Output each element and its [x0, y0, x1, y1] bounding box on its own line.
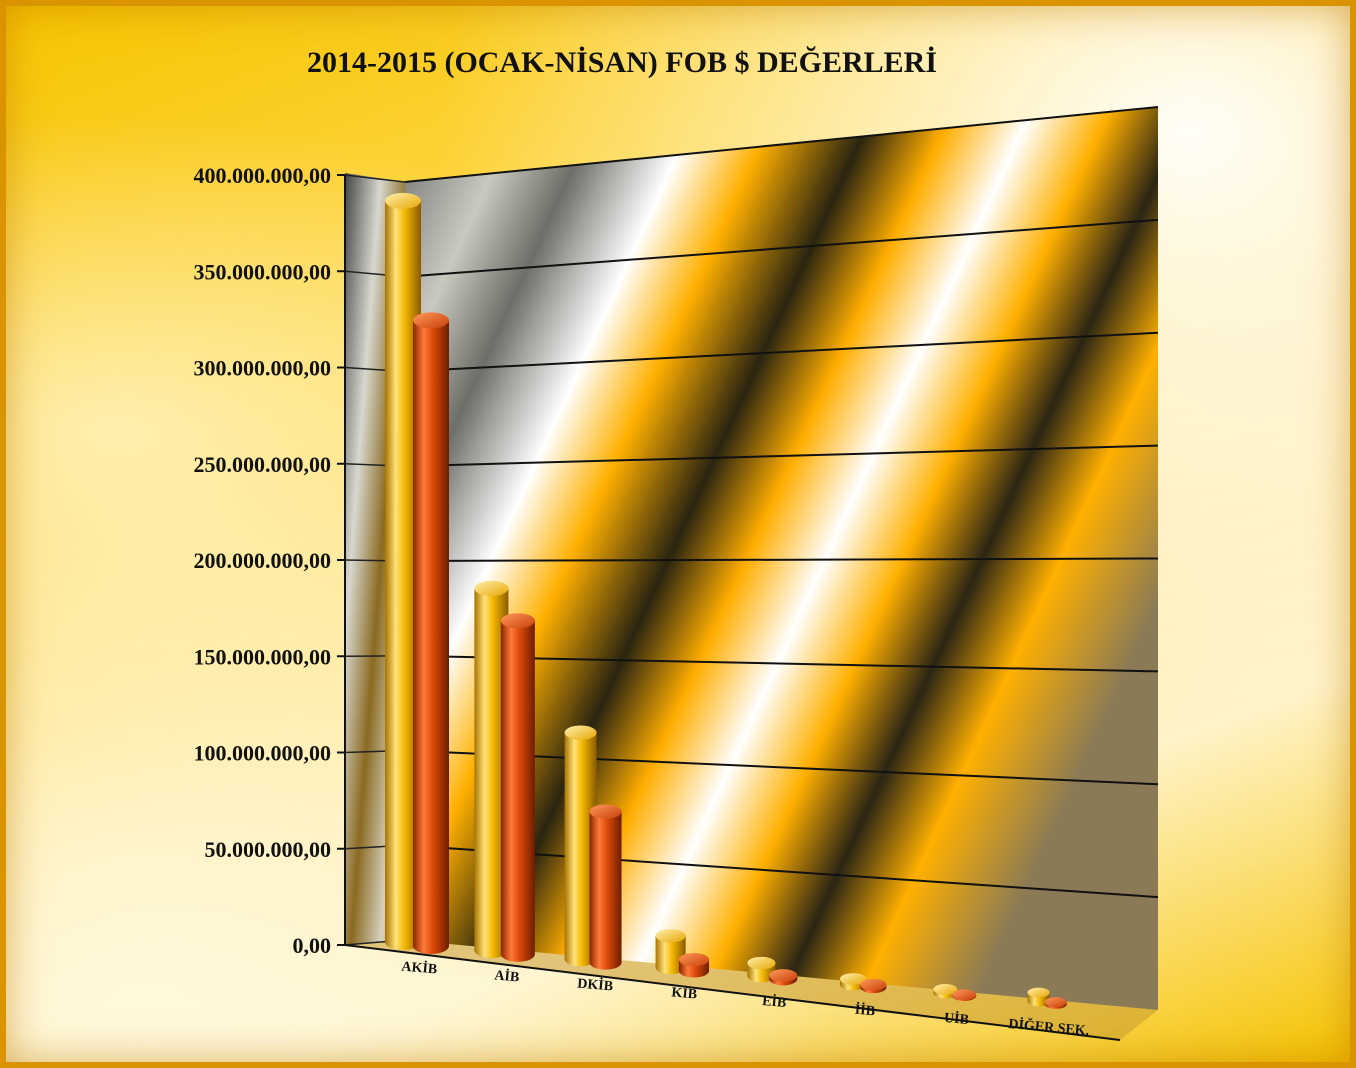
y-tick-label: 400.000.000,00: [194, 163, 332, 188]
bar-top: [860, 978, 887, 991]
bar: [933, 984, 958, 999]
bar: [564, 725, 597, 967]
y-tick-label: 100.000.000,00: [194, 741, 332, 766]
gridline: [404, 106, 1159, 183]
bar-top: [1027, 987, 1050, 998]
y-tick-label: 150.000.000,00: [194, 644, 332, 669]
bar-top: [1044, 997, 1067, 1008]
bar-top: [678, 952, 710, 967]
y-tick-label: 350.000.000,00: [194, 259, 332, 284]
x-tick-label: AİB: [494, 966, 520, 985]
bar: [839, 973, 867, 991]
y-tick-label: 200.000.000,00: [194, 548, 332, 573]
x-tick-label: İİB: [854, 1001, 876, 1020]
bar: [385, 192, 421, 950]
bar: [1027, 987, 1050, 1007]
side-gridline: [344, 174, 406, 183]
bar-body: [564, 732, 597, 967]
bar: [678, 952, 710, 978]
bar-body: [655, 935, 686, 975]
x-tick-label: UİB: [943, 1009, 969, 1028]
bar-top: [839, 973, 867, 985]
bar: [655, 929, 686, 975]
bar-top: [769, 969, 798, 982]
gridline: [404, 218, 1159, 278]
y-tick-label: 50.000.000,00: [205, 837, 332, 862]
gridline: [404, 557, 1159, 562]
bar-top: [474, 580, 509, 596]
y-axis: 0,00 50.000.000,00 100.000.000,00 150.000.0…: [194, 163, 1121, 1041]
bar-body: [385, 200, 421, 950]
y-tick-label: 250.000.000,00: [194, 452, 332, 477]
x-tick-label: AKİB: [401, 957, 438, 977]
bars: [385, 192, 1067, 1009]
y-tick-label: 0,00: [293, 933, 332, 958]
bar: [860, 978, 887, 994]
bar-top: [500, 613, 535, 629]
bar-top: [747, 956, 776, 970]
bar-top: [952, 989, 977, 1001]
bar: [413, 312, 449, 954]
bar: [1044, 997, 1067, 1009]
y-tick-label: 300.000.000,00: [194, 356, 332, 381]
chart-title: 2014-2015 (OCAK-NİSAN) FOB $ DEĞERLERİ: [307, 46, 937, 79]
bar: [952, 989, 977, 1002]
bar-top: [933, 984, 958, 995]
bar: [500, 613, 535, 962]
gridline: [404, 331, 1159, 373]
bar-top: [564, 725, 597, 740]
x-tick-label: DKİB: [577, 974, 614, 994]
bar-body: [589, 811, 622, 970]
bar-body: [413, 320, 449, 954]
bar-body: [474, 588, 509, 959]
bar-top: [655, 929, 686, 943]
bar: [589, 804, 622, 970]
x-tick-label: EİB: [762, 992, 788, 1011]
x-axis-line: [344, 944, 1121, 1041]
bar-top: [589, 804, 622, 819]
bar-body: [500, 620, 535, 962]
floor: [345, 940, 1158, 1040]
bar-top: [385, 192, 421, 209]
bar: [769, 969, 798, 986]
x-tick-label: KİB: [671, 983, 698, 1002]
bar: [474, 580, 509, 959]
gridline: [404, 444, 1159, 468]
bar: [747, 956, 776, 983]
bar-top: [413, 312, 449, 329]
